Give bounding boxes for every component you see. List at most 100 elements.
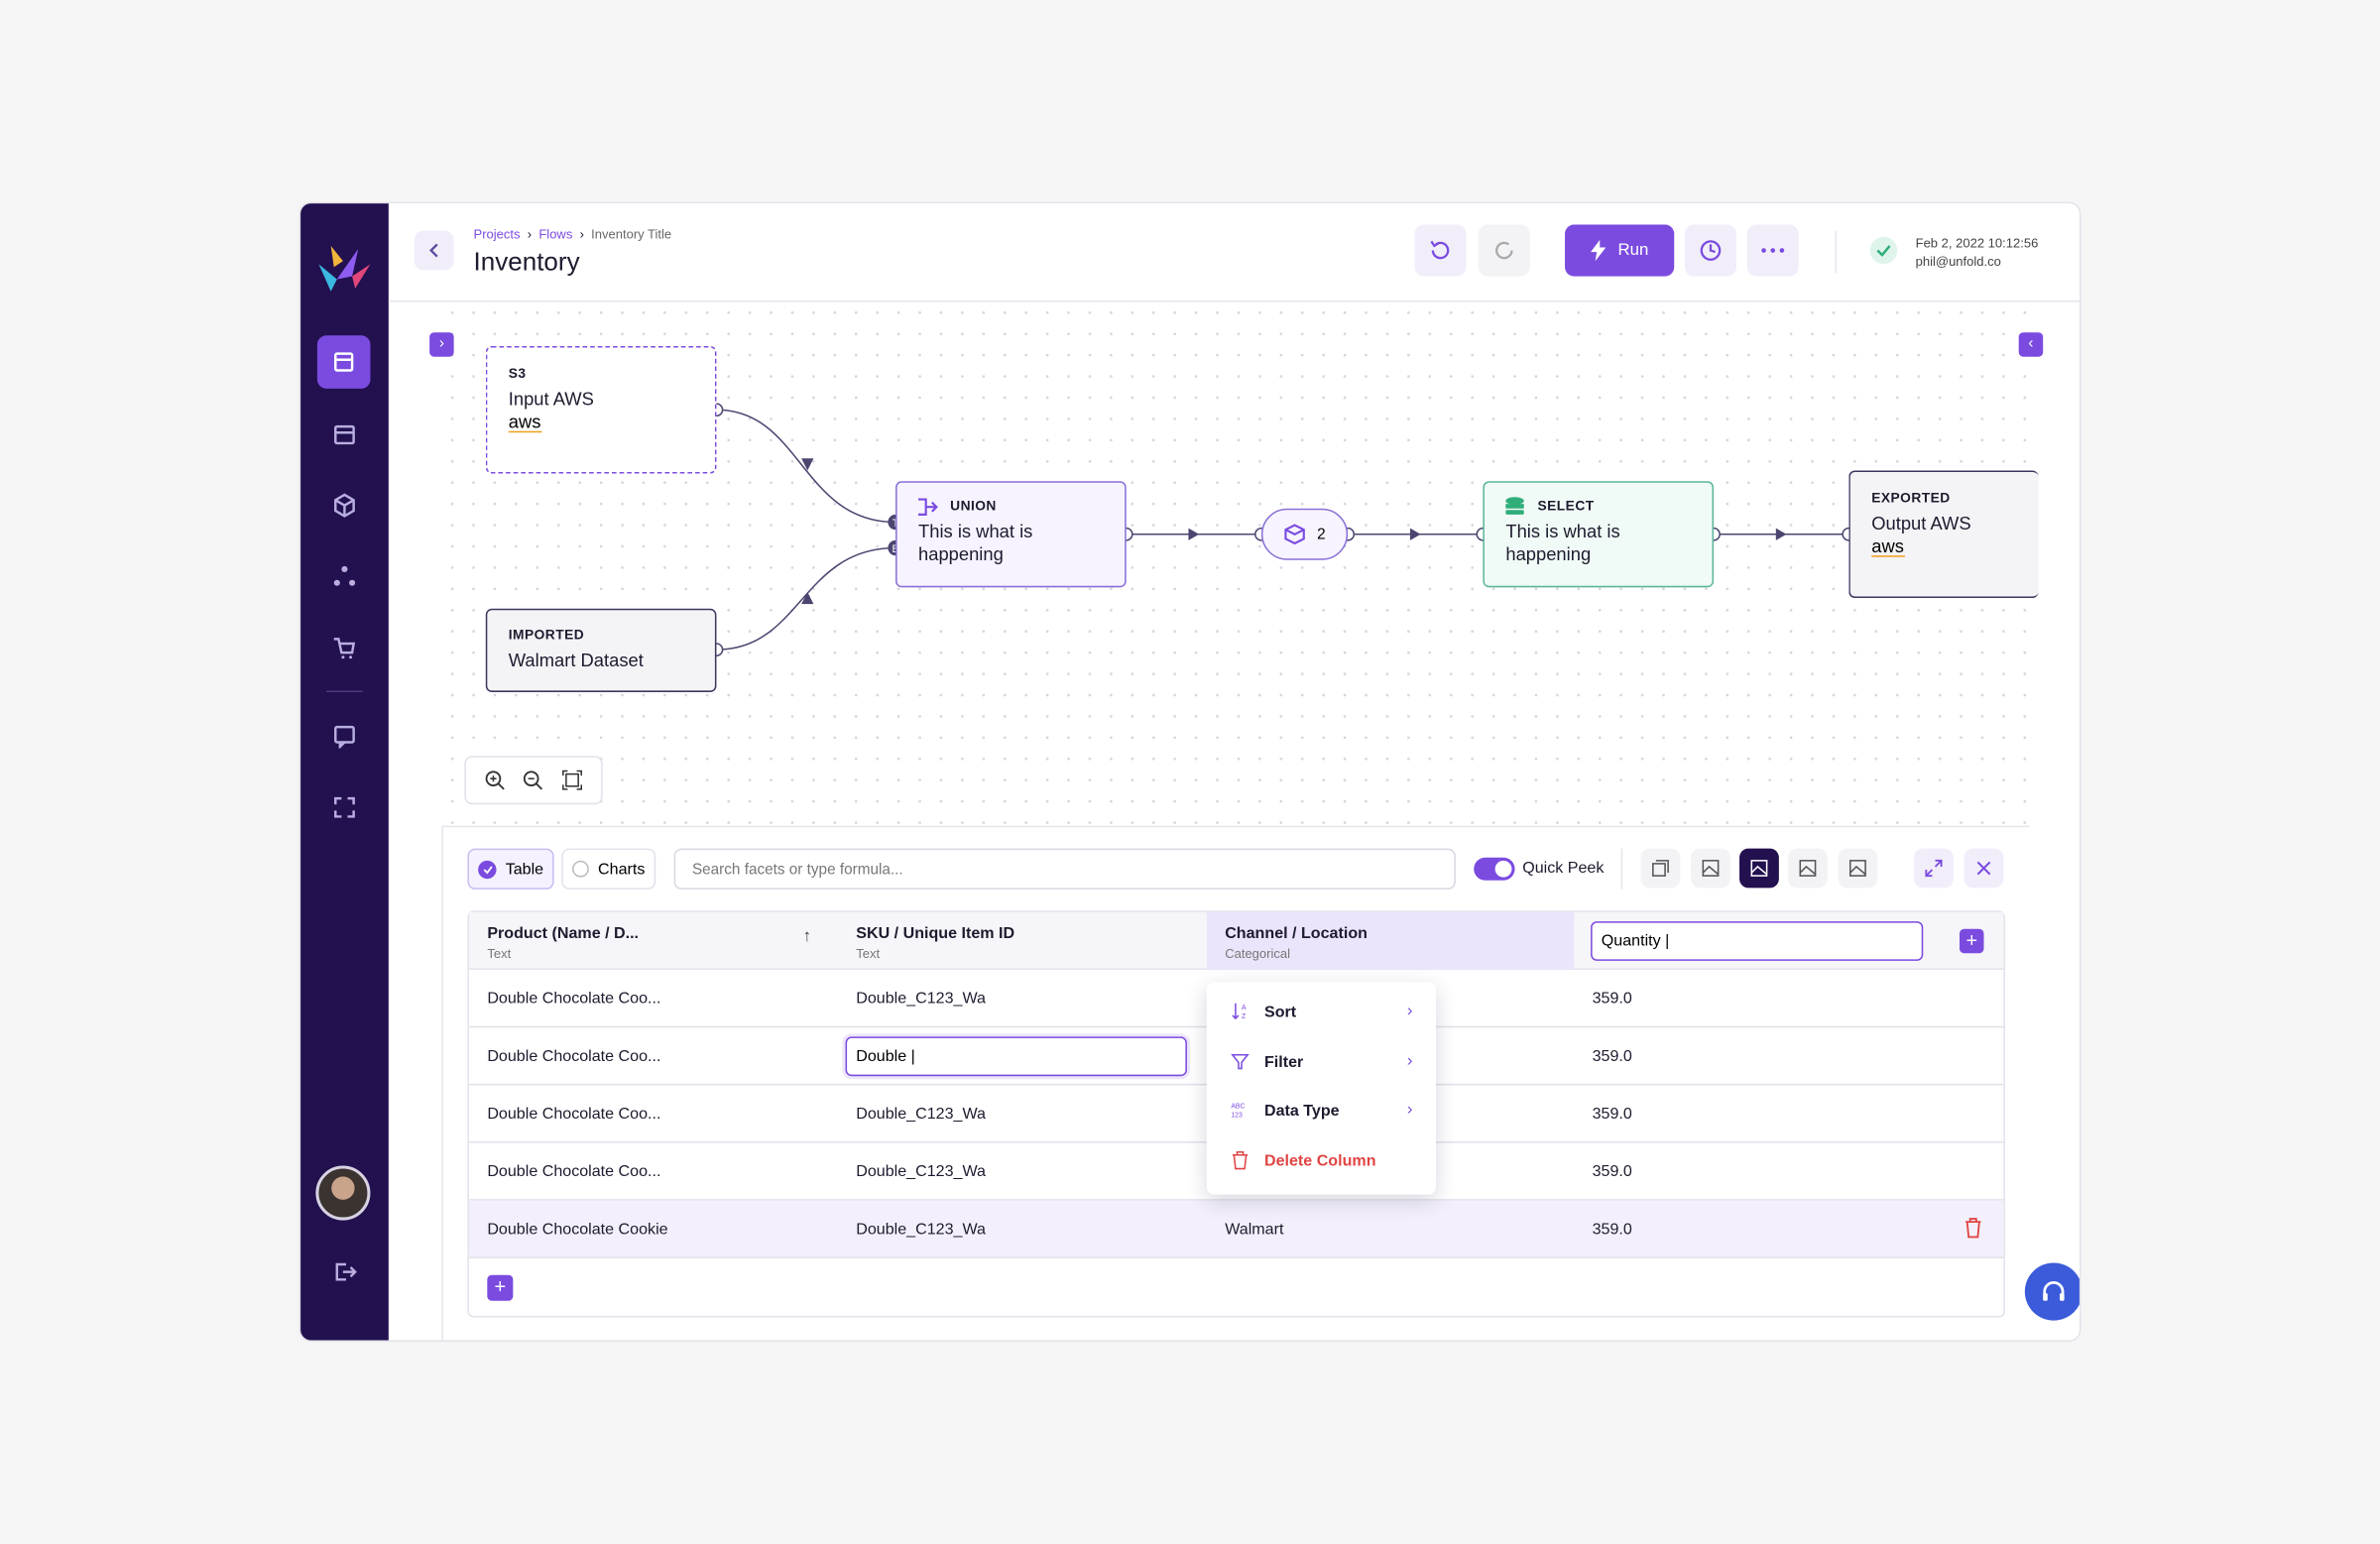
nav-calendar[interactable] (332, 422, 356, 446)
table-cell: 359.0 (1592, 1047, 1632, 1066)
node-tag: EXPORTED (1871, 490, 1951, 506)
redo[interactable] (1478, 224, 1530, 277)
nav-chat[interactable] (332, 724, 356, 749)
run-button[interactable]: Run (1565, 224, 1675, 277)
menu-item[interactable]: Data Type (1263, 1102, 1340, 1121)
column-type: Text (487, 945, 512, 961)
nav-graph[interactable] (332, 564, 356, 588)
status-date: Feb 2, 2022 10:12:56 (1915, 235, 2039, 251)
view-copy[interactable] (1640, 848, 1681, 889)
search-input[interactable]: Search facets or type formula... (673, 848, 1456, 890)
zoom-controls (464, 756, 603, 805)
table-cell: Walmart (1225, 1220, 1284, 1239)
node-imported[interactable]: IMPORTED Walmart Dataset (485, 608, 717, 692)
add-column[interactable]: + (1960, 928, 1984, 954)
zoom-out[interactable] (523, 770, 543, 790)
more[interactable] (1746, 224, 1799, 277)
tab-charts[interactable]: Charts (561, 848, 656, 890)
menu-item[interactable]: Sort (1263, 1003, 1297, 1022)
edges: T B (709, 403, 1856, 656)
column-menu: A Z Sort › Filter › ABC 123 Data Type › Delete Col… (1206, 982, 1436, 1195)
table-cell: Double Chocolate Coo... (487, 989, 661, 1009)
crumb: Inventory Title (591, 226, 672, 242)
expand-right[interactable]: ‹ (2018, 332, 2044, 357)
menu-item[interactable]: Filter (1263, 1052, 1304, 1071)
column-type: Text (856, 945, 881, 961)
logout[interactable] (332, 1259, 357, 1283)
header-active (1206, 911, 1575, 971)
undo[interactable] (1414, 224, 1467, 277)
crumb[interactable]: Projects (473, 226, 521, 242)
divider (326, 690, 363, 692)
close[interactable] (1964, 848, 2004, 889)
delete-row[interactable] (1964, 1218, 1982, 1247)
tab-label: Charts (598, 860, 646, 879)
node-tag: IMPORTED (508, 627, 585, 643)
fit-view[interactable] (562, 770, 583, 790)
table-row (468, 1200, 2004, 1258)
nav-expand[interactable] (332, 795, 356, 819)
history[interactable] (1684, 224, 1737, 277)
node-count: 2 (1317, 526, 1326, 543)
node-exported[interactable]: EXPORTED Output AWS aws (1848, 470, 2039, 599)
expand-left[interactable]: › (429, 332, 454, 357)
column-name[interactable]: Product (Name / D... (487, 924, 640, 943)
node-logo: aws (508, 411, 542, 433)
table-cell: 359.0 (1592, 1162, 1632, 1181)
view-image-active[interactable] (1739, 848, 1779, 889)
table-cell: Double Chocolate Cookie (487, 1220, 668, 1239)
table-row (468, 1143, 2004, 1201)
divider (1620, 848, 1623, 890)
view-image[interactable] (1838, 848, 1878, 889)
page-title: Inventory (473, 247, 580, 277)
table-cell: Double Chocolate Coo... (487, 1162, 661, 1181)
column-name-input[interactable]: Quantity | (1591, 921, 1924, 961)
table-cell: Double Chocolate Coo... (487, 1047, 661, 1066)
node-counter[interactable]: 2 (1260, 508, 1349, 560)
column-name[interactable]: SKU / Unique Item ID (856, 924, 1015, 943)
svg-text:ABC: ABC (1231, 1103, 1245, 1110)
column-type: Categorical (1225, 945, 1291, 961)
tab-label: Table (505, 860, 544, 879)
table-cell: Double_C123_Wa (856, 989, 987, 1009)
nav-cart[interactable] (332, 636, 356, 659)
submenu-chevron: › (1406, 1002, 1413, 1020)
quick-peek-label: Quick Peek (1522, 859, 1605, 878)
node-label: This is what is happening (918, 520, 1033, 565)
zoom-in[interactable] (484, 770, 505, 790)
sidebar (300, 203, 389, 1341)
column-name[interactable]: Channel / Location (1225, 924, 1368, 943)
menu-item[interactable]: Delete Column (1263, 1150, 1376, 1170)
help-button[interactable] (2024, 1262, 2080, 1321)
node-tag: SELECT (1537, 498, 1595, 514)
tab-table[interactable]: Table (467, 848, 554, 890)
node-tag: UNION (950, 498, 997, 514)
node-label: Walmart Dataset (508, 650, 644, 671)
table-cell: Double Chocolate Coo... (487, 1105, 661, 1124)
run-label: Run (1617, 241, 1649, 260)
view-image[interactable] (1691, 848, 1730, 889)
crumb[interactable]: Flows (538, 226, 573, 242)
view-image[interactable] (1788, 848, 1828, 889)
node-s3[interactable]: S3 Input AWS aws (485, 345, 717, 474)
node-union[interactable]: UNION This is what is happening (895, 481, 1127, 588)
table-cell: Double_C123_Wa (856, 1162, 987, 1181)
avatar[interactable] (315, 1165, 371, 1221)
menu-icon (1231, 1149, 1249, 1177)
maximize[interactable] (1914, 848, 1954, 889)
nav-cube[interactable] (332, 493, 356, 518)
select-icon (1505, 497, 1524, 515)
add-row[interactable]: + (487, 1274, 514, 1301)
table-cell: Double_C123_Wa (856, 1105, 987, 1124)
quick-peek-toggle[interactable] (1474, 857, 1515, 881)
node-label: This is what is happening (1505, 520, 1620, 565)
menu-icon: ABC 123 (1231, 1101, 1249, 1128)
node-label: Input AWS (508, 388, 594, 411)
back-button[interactable] (414, 230, 454, 271)
nav-active[interactable] (316, 335, 371, 389)
cell-input[interactable]: Double | (845, 1036, 1187, 1077)
logo (318, 245, 371, 292)
table-cell: 359.0 (1592, 1105, 1632, 1124)
node-label: Output AWS (1871, 513, 1971, 534)
